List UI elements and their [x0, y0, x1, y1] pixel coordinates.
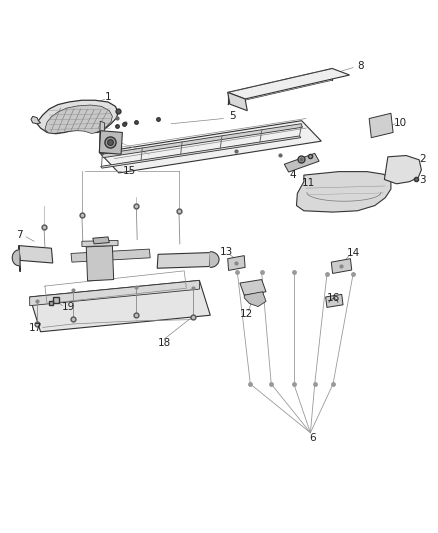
Polygon shape: [240, 279, 266, 295]
Polygon shape: [228, 92, 247, 111]
Polygon shape: [101, 136, 301, 168]
Polygon shape: [71, 249, 150, 262]
Text: 16: 16: [326, 293, 339, 303]
Polygon shape: [157, 253, 210, 268]
Polygon shape: [284, 154, 319, 172]
Text: 5: 5: [229, 111, 235, 122]
Polygon shape: [369, 114, 393, 138]
Polygon shape: [325, 294, 343, 308]
Text: 1: 1: [105, 92, 111, 102]
Polygon shape: [99, 120, 321, 173]
Polygon shape: [228, 68, 350, 99]
Text: 18: 18: [158, 338, 171, 348]
Polygon shape: [86, 246, 114, 281]
Text: 6: 6: [309, 433, 315, 443]
Polygon shape: [244, 292, 266, 306]
Polygon shape: [30, 280, 210, 332]
Polygon shape: [31, 116, 41, 124]
Text: 4: 4: [290, 170, 296, 180]
Polygon shape: [210, 252, 219, 268]
Text: 2: 2: [419, 154, 426, 164]
Text: 13: 13: [220, 247, 233, 257]
Text: 19: 19: [62, 302, 75, 312]
Polygon shape: [37, 100, 118, 134]
Polygon shape: [19, 246, 20, 272]
Polygon shape: [331, 259, 352, 273]
Polygon shape: [45, 105, 113, 133]
Text: 8: 8: [357, 61, 364, 71]
Text: 14: 14: [346, 248, 360, 259]
Text: 3: 3: [419, 175, 426, 185]
Polygon shape: [99, 121, 105, 154]
Polygon shape: [99, 131, 122, 154]
Text: 10: 10: [393, 118, 406, 128]
Polygon shape: [93, 237, 110, 244]
Polygon shape: [19, 246, 53, 263]
Polygon shape: [82, 240, 118, 246]
Polygon shape: [102, 124, 303, 158]
Polygon shape: [297, 172, 391, 212]
Text: 17: 17: [29, 324, 42, 333]
Text: 11: 11: [302, 177, 315, 188]
Polygon shape: [385, 156, 421, 184]
Text: 7: 7: [16, 230, 23, 240]
Polygon shape: [228, 256, 245, 270]
Text: 15: 15: [123, 166, 136, 176]
Polygon shape: [30, 280, 199, 305]
Text: 12: 12: [240, 309, 253, 319]
Polygon shape: [12, 250, 19, 265]
